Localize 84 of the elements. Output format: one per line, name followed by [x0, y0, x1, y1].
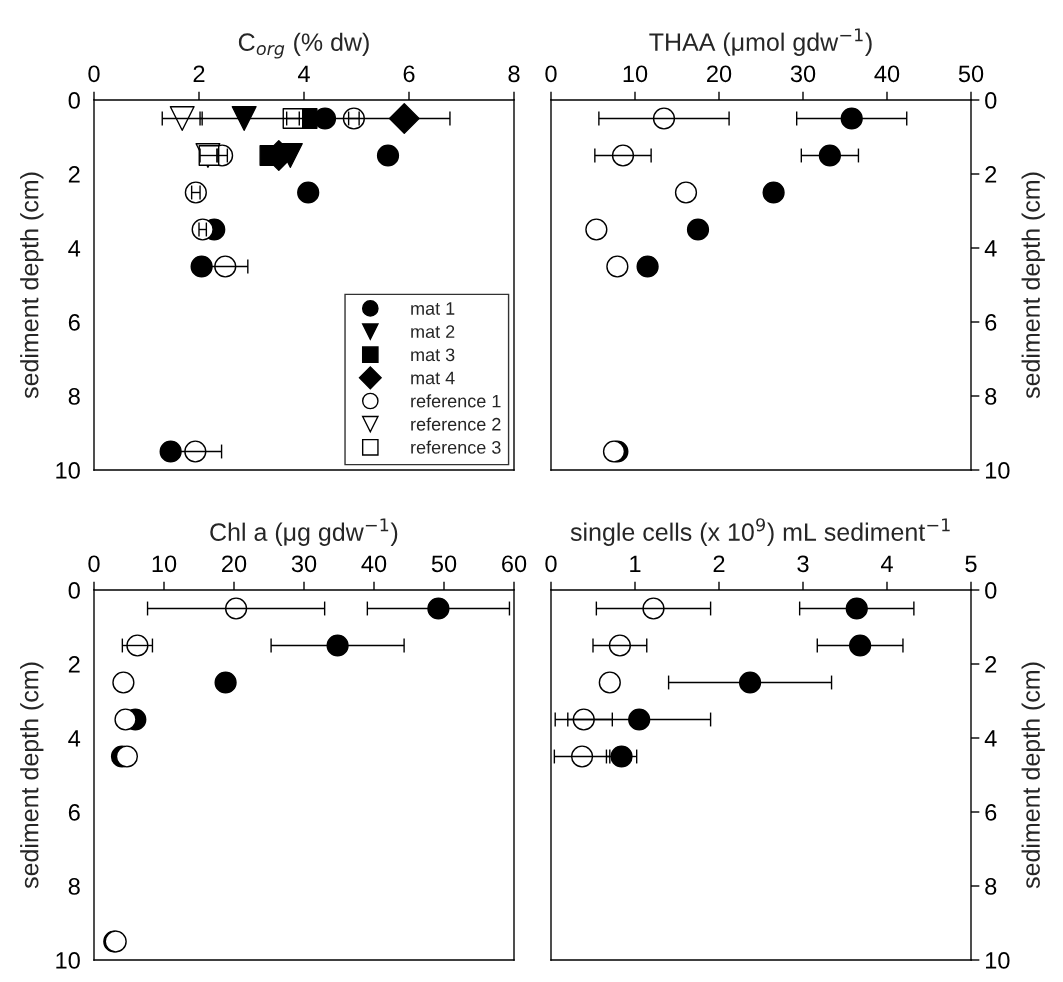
- y-tick-label: 2: [985, 166, 997, 183]
- y-tick-label: 10: [56, 952, 80, 969]
- x-tick-label: 5: [965, 555, 977, 573]
- x-tick-label: 0: [545, 555, 557, 573]
- x-tick-label: 20: [222, 555, 247, 573]
- x-tick-label: 4: [880, 555, 893, 572]
- y-tick-label: 8: [985, 388, 997, 405]
- x-tick-label: 0: [88, 65, 100, 83]
- y-tick-label: 8: [68, 878, 80, 895]
- x-tick-label: 3: [797, 555, 809, 573]
- y-tick-label: 6: [985, 314, 997, 331]
- y-tick-label: 4: [984, 730, 997, 747]
- x-tick-label: 0: [545, 65, 557, 83]
- legend-label: reference 2: [411, 417, 501, 431]
- point: [388, 103, 420, 134]
- y-tick-label: 2: [68, 166, 80, 183]
- y-tick-label: 8: [985, 878, 997, 895]
- point: [376, 144, 400, 167]
- x-tick-label: 2: [193, 65, 205, 82]
- y-tick-label: 4: [68, 240, 81, 257]
- point: [628, 708, 651, 731]
- y-tick-label: 6: [985, 804, 997, 821]
- point: [115, 745, 139, 768]
- legend-label: reference 1: [411, 394, 501, 408]
- point: [738, 671, 762, 694]
- x-tick-label: 30: [790, 65, 816, 83]
- point: [636, 255, 659, 278]
- y-tick-label: 10: [985, 462, 1010, 479]
- x-tick-label: 1: [630, 555, 641, 572]
- x-tick-label: 30: [291, 555, 317, 573]
- x-tick-label: 0: [88, 555, 100, 573]
- x-axis-title: THAA (μmol gdw$^{−1}$): [649, 28, 872, 56]
- point: [849, 634, 872, 657]
- y-tick-label: 2: [68, 656, 80, 673]
- y-tick-label: 0: [68, 92, 80, 109]
- x-tick-label: 40: [874, 65, 900, 83]
- point: [214, 671, 237, 694]
- point: [326, 634, 349, 657]
- x-tick-label: 60: [502, 555, 527, 573]
- point: [686, 218, 710, 241]
- x-axis-title: C$_{org}$ (% dw): [238, 32, 369, 59]
- y-tick-label: 6: [68, 804, 80, 821]
- x-axis-title: Chl a (μg gdw$^{−1}$): [210, 518, 398, 546]
- y-axis-title: sediment depth (cm): [1021, 172, 1045, 399]
- y-tick-label: 10: [985, 952, 1010, 969]
- y-tick-label: 4: [984, 240, 997, 257]
- y-tick-label: 0: [68, 582, 80, 599]
- point: [190, 255, 213, 278]
- y-tick-label: 0: [985, 92, 997, 109]
- x-tick-label: 10: [623, 65, 648, 83]
- y-axis-title: sediment depth (cm): [1021, 662, 1045, 889]
- y-axis-title: sediment depth (cm): [20, 172, 44, 399]
- point: [159, 440, 182, 463]
- y-axis-title: sediment depth (cm): [20, 662, 44, 889]
- point: [297, 181, 320, 204]
- point: [427, 597, 450, 620]
- point: [840, 107, 863, 130]
- y-tick-label: 4: [68, 730, 81, 747]
- x-tick-label: 4: [297, 65, 310, 82]
- point: [818, 144, 841, 167]
- point: [169, 105, 195, 132]
- point: [114, 708, 137, 731]
- x-tick-label: 50: [958, 65, 984, 83]
- point: [845, 597, 868, 620]
- x-tick-label: 2: [713, 555, 725, 572]
- legend-label: mat 4: [411, 371, 455, 385]
- y-tick-label: 0: [985, 582, 997, 599]
- legend-label: mat 3: [411, 348, 455, 362]
- legend-label: reference 3: [411, 440, 501, 454]
- x-tick-label: 10: [152, 555, 177, 573]
- x-axis-title: single cells (x 10$^{9}$) mL sediment$^{−1}$: [570, 518, 950, 546]
- y-tick-label: 10: [56, 462, 80, 479]
- point: [762, 181, 785, 204]
- point: [231, 105, 257, 132]
- x-tick-label: 50: [431, 555, 457, 573]
- legend-label: mat 2: [411, 325, 455, 339]
- x-tick-label: 6: [403, 65, 415, 83]
- x-tick-label: 8: [508, 65, 520, 83]
- legend-label: mat 1: [411, 302, 455, 315]
- y-tick-label: 2: [985, 656, 997, 673]
- x-tick-label: 20: [707, 65, 732, 83]
- y-tick-label: 8: [68, 388, 80, 405]
- x-tick-label: 40: [361, 555, 387, 573]
- y-tick-label: 6: [68, 314, 80, 331]
